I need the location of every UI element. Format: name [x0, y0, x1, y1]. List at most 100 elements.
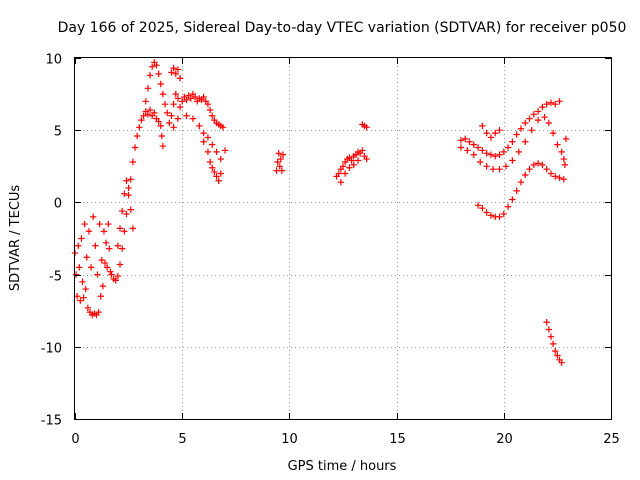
- data-point: [464, 147, 471, 154]
- data-point: [118, 207, 126, 215]
- data-point: [133, 132, 141, 140]
- data-point: [277, 155, 285, 163]
- data-point: [114, 272, 122, 280]
- data-point: [552, 347, 559, 355]
- data-point: [534, 108, 542, 115]
- data-point: [98, 256, 105, 264]
- data-point: [81, 220, 88, 228]
- data-point: [487, 151, 495, 158]
- data-point: [335, 170, 342, 177]
- data-point: [556, 98, 563, 105]
- data-point: [543, 319, 550, 326]
- data-point: [350, 161, 357, 169]
- data-point: [209, 164, 216, 171]
- data-point: [127, 206, 134, 213]
- data-point: [187, 95, 194, 102]
- data-point: [545, 326, 553, 333]
- data-point: [196, 122, 203, 130]
- data-point: [479, 122, 486, 130]
- data-point: [166, 119, 173, 127]
- data-point: [513, 187, 520, 195]
- data-point: [560, 155, 568, 163]
- data-point: [530, 161, 538, 169]
- data-point: [206, 106, 214, 114]
- data-point: [94, 271, 101, 278]
- data-point: [100, 228, 108, 235]
- data-point: [560, 176, 568, 183]
- data-point: [107, 268, 114, 275]
- data-point: [359, 147, 366, 154]
- data-point: [483, 150, 490, 157]
- data-point: [487, 212, 495, 219]
- data-point: [496, 213, 503, 221]
- data-point: [339, 163, 347, 170]
- data-point: [278, 167, 286, 174]
- data-point: [102, 239, 110, 247]
- data-point: [153, 62, 160, 69]
- plot-frame: [74, 57, 612, 420]
- data-point: [477, 158, 484, 166]
- data-point: [522, 119, 529, 127]
- data-point: [479, 147, 486, 154]
- data-point: [211, 168, 218, 176]
- data-point: [502, 163, 510, 170]
- data-point: [85, 228, 93, 235]
- data-point: [554, 141, 561, 148]
- data-points: [71, 59, 570, 366]
- data-point: [504, 144, 512, 151]
- data-point: [174, 95, 182, 102]
- data-point: [217, 170, 224, 177]
- data-point: [530, 111, 538, 118]
- data-point: [92, 242, 99, 249]
- data-point: [539, 103, 546, 111]
- data-point: [483, 209, 490, 216]
- data-point: [541, 114, 548, 121]
- x-tick-label: 0: [71, 432, 79, 447]
- data-point: [462, 135, 469, 143]
- data-point: [78, 235, 85, 242]
- data-point: [547, 333, 555, 340]
- data-point: [206, 158, 214, 166]
- data-point: [558, 148, 565, 156]
- data-point: [496, 165, 503, 173]
- data-point: [276, 163, 283, 170]
- data-point: [496, 151, 503, 158]
- data-point: [200, 138, 207, 145]
- data-point: [163, 109, 171, 117]
- x-tick-label: 20: [496, 432, 513, 447]
- data-point: [479, 204, 486, 212]
- x-tick-labels: 0 5 10 15 20 25: [71, 432, 619, 447]
- data-point: [204, 101, 212, 108]
- data-point: [348, 157, 355, 164]
- data-point: [552, 101, 559, 108]
- data-point: [174, 66, 182, 73]
- y-tick-label: -10: [41, 342, 62, 357]
- data-point: [76, 264, 83, 271]
- data-point: [483, 163, 490, 170]
- data-point: [209, 141, 216, 148]
- data-point: [556, 174, 563, 182]
- data-point: [101, 259, 109, 267]
- data-point: [121, 190, 128, 197]
- data-point: [157, 80, 164, 88]
- data-point: [543, 101, 550, 108]
- data-point: [77, 297, 84, 304]
- data-point: [138, 116, 145, 124]
- data-point: [155, 118, 162, 125]
- data-point: [142, 98, 149, 105]
- data-point: [159, 90, 167, 98]
- axis-ticks: [75, 58, 612, 420]
- data-point: [125, 184, 132, 192]
- data-point: [528, 127, 535, 134]
- data-point: [363, 124, 370, 131]
- data-point: [561, 161, 569, 169]
- x-tick-label: 25: [603, 432, 620, 447]
- data-point: [72, 271, 80, 278]
- data-point: [457, 144, 465, 151]
- data-point: [108, 271, 115, 278]
- data-point: [274, 158, 281, 166]
- data-point: [341, 170, 349, 177]
- data-point: [279, 151, 287, 158]
- data-point: [79, 278, 86, 286]
